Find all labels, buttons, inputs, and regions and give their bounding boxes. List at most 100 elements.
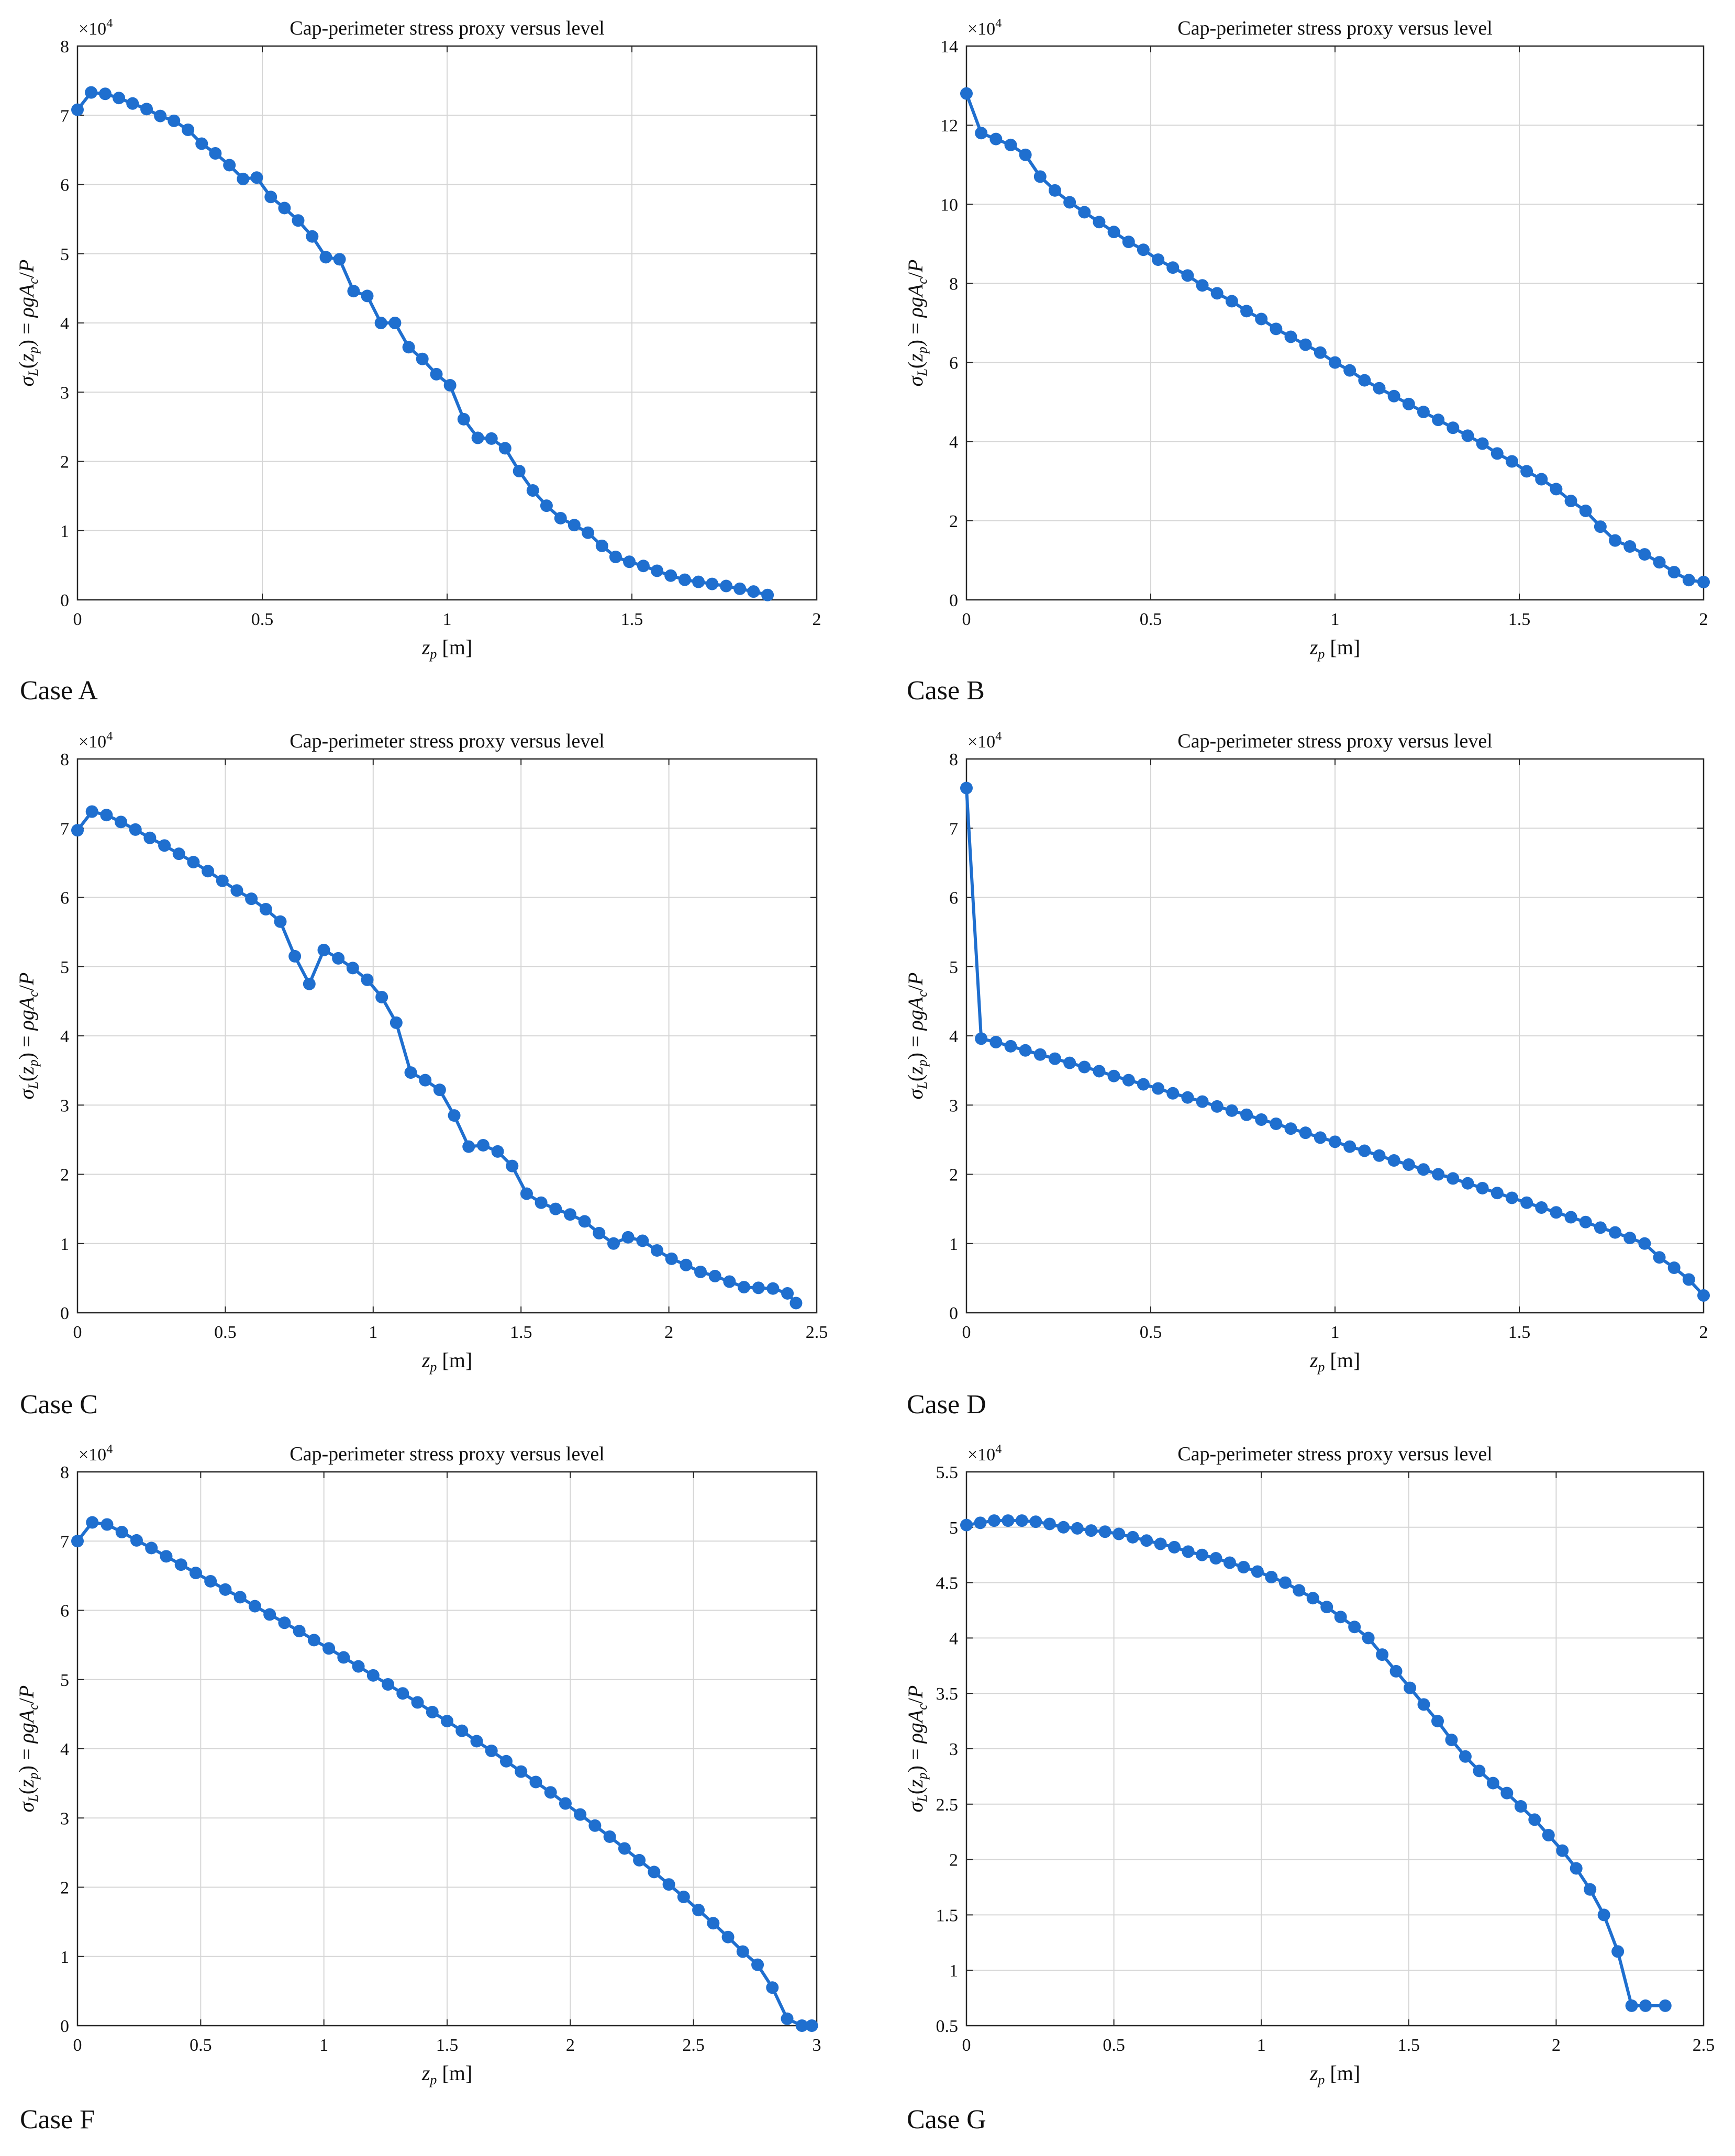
data-point — [662, 1878, 675, 1891]
data-point — [1491, 447, 1504, 460]
data-point — [1556, 1844, 1569, 1857]
y-tick-label: 2 — [60, 1879, 69, 1898]
data-point — [1461, 429, 1474, 442]
y-tick-label: 1 — [949, 1961, 958, 1981]
data-point — [219, 1583, 232, 1596]
data-point — [1270, 1117, 1283, 1130]
data-point — [960, 1518, 973, 1532]
x-tick-label: 1.5 — [1508, 610, 1531, 629]
data-point — [1126, 1531, 1139, 1544]
data-point — [559, 1797, 572, 1810]
data-point — [1447, 421, 1460, 434]
data-point — [1019, 1044, 1032, 1057]
data-point — [366, 1669, 380, 1682]
y-tick-label: 5 — [60, 958, 69, 977]
data-point — [1447, 1172, 1460, 1185]
data-point — [603, 1830, 616, 1843]
data-point — [115, 1526, 128, 1539]
data-point — [609, 551, 622, 564]
data-point — [1535, 1201, 1548, 1214]
data-point — [411, 1696, 424, 1709]
data-point — [1098, 1525, 1111, 1538]
data-point — [549, 1202, 562, 1215]
x-tick-label: 3 — [813, 2036, 821, 2055]
data-point — [751, 1958, 764, 1971]
data-point — [1237, 1560, 1250, 1573]
y-tick-label: 6 — [60, 889, 69, 908]
data-point — [623, 555, 636, 568]
data-point — [578, 1215, 591, 1228]
data-point — [1210, 1100, 1224, 1113]
data-point — [1107, 226, 1120, 239]
y-tick-label: 0 — [949, 591, 958, 610]
x-tick-label: 0.5 — [1140, 610, 1162, 629]
y-tick-label: 0 — [60, 2017, 69, 2036]
data-point — [71, 1535, 84, 1548]
y-multiplier: ×104 — [967, 1443, 1002, 1465]
data-point — [1362, 1632, 1375, 1645]
x-tick-label: 1.5 — [510, 1323, 532, 1342]
data-point — [1063, 196, 1076, 209]
data-point — [1122, 1074, 1135, 1087]
case-caption: Case F — [20, 2105, 95, 2135]
data-point — [347, 285, 360, 298]
data-point — [1223, 1556, 1236, 1569]
y-axis-label: σL(zp) = ρgAc/P — [904, 1685, 930, 1813]
data-point — [1004, 138, 1017, 151]
x-tick-label: 1.5 — [621, 610, 643, 629]
data-point — [441, 1715, 453, 1728]
data-point — [1334, 1611, 1347, 1624]
data-point — [694, 1265, 707, 1278]
x-axis-label: zp [m] — [421, 635, 472, 662]
data-point — [455, 1724, 469, 1737]
x-tick-label: 2.5 — [806, 1323, 828, 1342]
data-point — [168, 114, 181, 127]
data-point — [476, 1138, 490, 1152]
y-tick-label: 3 — [60, 383, 69, 403]
x-tick-label: 2 — [664, 1323, 673, 1342]
data-point — [129, 823, 142, 836]
data-point — [1043, 1517, 1056, 1531]
data-point — [752, 1281, 765, 1294]
data-point — [1432, 414, 1445, 427]
data-point — [1584, 1883, 1597, 1896]
chart-panel-6: 0 0.5 1 1.5 2 2.50.511.522.533.544.555.5Cap-p… — [904, 1443, 1715, 2087]
data-point — [1181, 1091, 1194, 1104]
data-point — [975, 1032, 988, 1045]
chart-title: Cap-perimeter stress proxy versus level — [1177, 17, 1493, 39]
data-point — [636, 1234, 649, 1247]
data-point — [544, 1786, 557, 1799]
data-point — [974, 1516, 987, 1529]
data-point — [307, 1634, 320, 1647]
data-point — [1459, 1750, 1472, 1763]
data-point — [337, 1651, 350, 1664]
data-point — [1015, 1514, 1028, 1527]
y-tick-label: 7 — [949, 819, 958, 839]
data-point — [1505, 455, 1518, 468]
data-point — [535, 1196, 548, 1209]
data-point — [520, 1187, 533, 1200]
data-point — [1564, 1211, 1577, 1224]
data-point — [1210, 287, 1224, 300]
data-point — [499, 1755, 513, 1768]
data-point — [1476, 437, 1489, 450]
data-point — [692, 1904, 705, 1917]
data-point — [1520, 1196, 1533, 1209]
data-point — [306, 230, 319, 243]
data-point — [85, 805, 98, 818]
data-point — [664, 569, 677, 582]
data-point — [1196, 279, 1209, 292]
y-tick-label: 8 — [949, 274, 958, 294]
data-point — [352, 1660, 365, 1673]
data-point — [100, 809, 113, 822]
data-point — [317, 944, 330, 957]
data-point — [1255, 1113, 1268, 1126]
data-point — [1667, 1261, 1681, 1275]
data-point — [1623, 540, 1637, 553]
data-point — [1500, 1786, 1514, 1800]
data-point — [1373, 1149, 1386, 1162]
data-point — [563, 1208, 576, 1221]
data-point — [158, 839, 171, 852]
x-tick-label: 1 — [369, 1323, 377, 1342]
data-point — [1432, 1168, 1445, 1181]
